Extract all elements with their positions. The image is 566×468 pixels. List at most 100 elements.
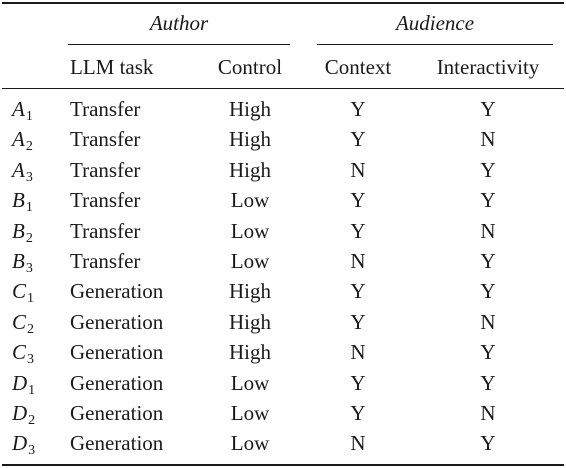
condition-id: D3 <box>12 428 35 458</box>
control-cell: Low <box>230 400 270 425</box>
condition-subscript: 1 <box>27 291 35 307</box>
context-cell: N <box>350 340 366 365</box>
table-row: B2 Transfer Low Y N <box>0 216 566 246</box>
condition-id: B1 <box>12 185 33 215</box>
condition-subscript: 2 <box>27 321 35 337</box>
control-cell: High <box>229 279 271 304</box>
context-cell: Y <box>350 400 366 425</box>
llm-task-cell: Transfer <box>70 248 141 273</box>
column-header-llm-task: LLM task <box>70 55 154 79</box>
interactivity-cell: Y <box>480 157 496 182</box>
condition-subscript: 2 <box>28 412 36 428</box>
control-cell: Low <box>230 431 270 456</box>
group-header-author: Author <box>149 11 209 35</box>
interactivity-cell: Y <box>480 248 496 273</box>
condition-id: C2 <box>12 307 34 337</box>
condition-subscript: 1 <box>28 382 36 398</box>
llm-task-cell: Transfer <box>70 97 141 121</box>
condition-id: D1 <box>12 368 35 398</box>
llm-task-cell: Generation <box>70 400 164 425</box>
condition-id: A1 <box>12 94 33 124</box>
table-row: A1 Transfer High Y Y <box>0 94 566 124</box>
control-cell: High <box>229 340 271 365</box>
column-header-control: Control <box>217 55 283 79</box>
condition-letter: C <box>12 309 27 334</box>
context-cell: Y <box>350 127 366 152</box>
group-header-audience: Audience <box>395 11 475 35</box>
table-row: D1 Generation Low Y Y <box>0 368 566 398</box>
control-cell: High <box>229 157 271 182</box>
context-cell: Y <box>350 218 366 243</box>
condition-letter: C <box>12 340 27 365</box>
condition-id: C1 <box>12 276 34 306</box>
table-row: C1 Generation High Y Y <box>0 276 566 306</box>
condition-subscript: 1 <box>25 200 33 216</box>
table-body: A1 Transfer High Y Y A2 Transfer High Y N A3 Transf… <box>0 94 566 459</box>
condition-id: B2 <box>12 216 33 246</box>
llm-task-cell: Transfer <box>70 127 141 152</box>
condition-letter: B <box>12 218 25 243</box>
header-rule <box>2 88 564 89</box>
table-row: B3 Transfer Low N Y <box>0 246 566 276</box>
author-group-rule <box>68 44 290 45</box>
context-cell: Y <box>350 97 366 121</box>
condition-letter: B <box>12 188 25 213</box>
top-rule <box>2 2 564 4</box>
condition-subscript: 3 <box>27 352 35 368</box>
column-header-context: Context <box>324 55 392 79</box>
control-cell: Low <box>230 218 270 243</box>
control-cell: Low <box>230 188 270 213</box>
bottom-rule <box>2 464 564 466</box>
table-row: C3 Generation High N Y <box>0 337 566 367</box>
llm-task-cell: Transfer <box>70 188 141 213</box>
control-cell: High <box>229 127 271 152</box>
interactivity-cell: Y <box>480 188 496 213</box>
condition-subscript: 3 <box>25 260 33 276</box>
context-cell: Y <box>350 370 366 395</box>
interactivity-cell: Y <box>480 370 496 395</box>
llm-task-cell: Transfer <box>70 218 141 243</box>
condition-id: A3 <box>12 155 33 185</box>
table-row: B1 Transfer Low Y Y <box>0 185 566 215</box>
table-row: C2 Generation High Y N <box>0 307 566 337</box>
table-row: A3 Transfer High N Y <box>0 155 566 185</box>
condition-letter: D <box>12 370 28 395</box>
interactivity-cell: Y <box>480 340 496 365</box>
llm-task-cell: Generation <box>70 279 164 304</box>
control-cell: High <box>229 309 271 334</box>
condition-subscript: 1 <box>25 109 33 124</box>
table-row: D3 Generation Low N Y <box>0 428 566 458</box>
condition-id: A2 <box>12 124 33 154</box>
interactivity-cell: N <box>480 127 496 152</box>
llm-task-cell: Generation <box>70 309 164 334</box>
condition-id: B3 <box>12 246 33 276</box>
condition-letter: B <box>12 248 25 273</box>
condition-id: C3 <box>12 337 34 367</box>
column-header-interactivity: Interactivity <box>436 55 540 79</box>
condition-id: D2 <box>12 398 35 428</box>
llm-task-cell: Generation <box>70 340 164 365</box>
llm-task-cell: Generation <box>70 431 164 456</box>
condition-letter: A <box>12 127 25 152</box>
control-cell: Low <box>230 248 270 273</box>
audience-group-rule <box>317 44 553 45</box>
interactivity-cell: N <box>480 309 496 334</box>
condition-letter: D <box>12 431 28 456</box>
interactivity-cell: Y <box>480 97 496 121</box>
condition-subscript: 2 <box>25 230 33 246</box>
condition-subscript: 2 <box>25 139 33 155</box>
condition-letter: A <box>12 97 25 121</box>
table-row: A2 Transfer High Y N <box>0 124 566 154</box>
control-cell: Low <box>230 370 270 395</box>
interactivity-cell: N <box>480 400 496 425</box>
llm-task-cell: Transfer <box>70 157 141 182</box>
context-cell: N <box>350 248 366 273</box>
condition-subscript: 3 <box>28 443 36 459</box>
condition-letter: C <box>12 279 27 304</box>
control-cell: High <box>229 97 271 121</box>
condition-subscript: 3 <box>25 169 33 185</box>
interactivity-cell: N <box>480 218 496 243</box>
context-cell: Y <box>350 309 366 334</box>
context-cell: N <box>350 431 366 456</box>
